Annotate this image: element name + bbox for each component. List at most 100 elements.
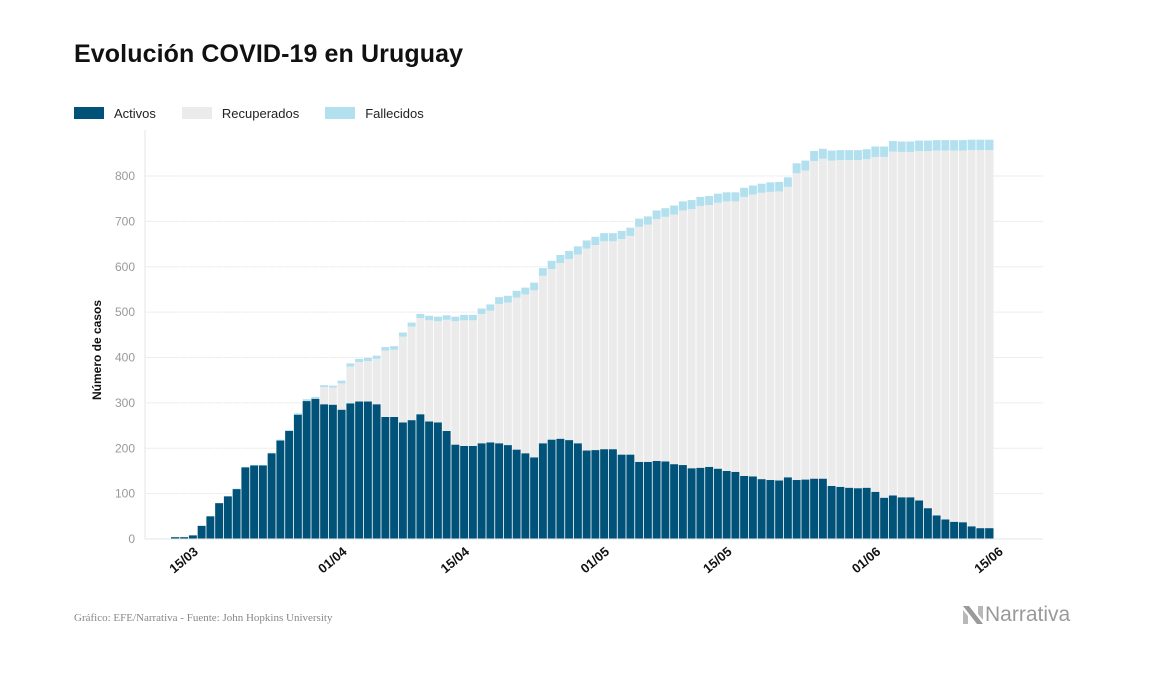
bar-activos (678, 465, 688, 539)
bar-activos (389, 416, 399, 539)
y-tick-label: 400 (115, 351, 135, 365)
y-tick-label: 600 (115, 260, 135, 274)
bar-activos (976, 528, 985, 539)
bar-fallecidos (818, 148, 828, 159)
bar-activos (809, 478, 819, 539)
bar-activos (722, 470, 731, 539)
bar-recuperados (783, 186, 793, 478)
legend-label-activos: Activos (114, 105, 156, 121)
bar-recuperados (748, 194, 758, 477)
chart-title: Evolución COVID-19 en Uruguay (74, 40, 464, 68)
bar-fallecidos (363, 357, 373, 362)
bar-fallecidos (564, 250, 574, 260)
bar-fallecidos (696, 196, 705, 206)
bar-activos (407, 420, 416, 539)
bar-recuperados (888, 151, 898, 496)
bar-recuperados (354, 362, 364, 402)
bar-recuperados (494, 303, 504, 444)
x-tick-label: 15/04 (437, 543, 472, 576)
bar-fallecidos (844, 150, 854, 161)
bar-activos (748, 476, 758, 539)
bar-recuperados (608, 241, 618, 450)
bar-activos (284, 431, 294, 539)
bar-recuperados (704, 205, 714, 467)
y-tick-label: 700 (115, 214, 135, 228)
bar-activos (337, 409, 346, 539)
bar-activos (179, 537, 189, 539)
y-tick-label: 200 (115, 441, 135, 455)
y-tick-label: 100 (115, 487, 135, 501)
bar-activos (416, 414, 425, 539)
bar-fallecidos (451, 316, 460, 322)
bar-fallecidos (512, 290, 521, 298)
bar-recuperados (643, 224, 653, 462)
bar-fallecidos (731, 192, 740, 202)
bar-recuperados (564, 259, 574, 441)
bar-recuperados (652, 219, 661, 461)
bar-fallecidos (319, 385, 329, 387)
bar-recuperados (984, 150, 994, 529)
bar-recuperados (827, 160, 836, 486)
bar-fallecidos (573, 246, 583, 255)
bar-fallecidos (792, 163, 801, 174)
bar-fallecidos (853, 150, 863, 161)
bar-fallecidos (328, 385, 338, 388)
bar-activos (783, 477, 793, 539)
bar-recuperados (871, 156, 880, 492)
bar-recuperados (556, 263, 565, 439)
bar-fallecidos (494, 297, 504, 304)
bar-fallecidos (398, 332, 408, 337)
bar-fallecidos (634, 218, 644, 227)
bar-activos (608, 449, 618, 539)
bar-activos (801, 479, 810, 539)
bar-fallecidos (958, 140, 968, 151)
source-note: Gráfico: EFE/Narrativa - Fuente: John Ho… (74, 612, 333, 624)
bar-recuperados (398, 336, 408, 423)
bar-recuperados (722, 201, 731, 471)
bar-activos (906, 497, 915, 539)
bar-activos (879, 497, 889, 539)
legend-label-recuperados: Recuperados (221, 105, 300, 121)
bar-fallecidos (949, 140, 959, 151)
bar-recuperados (774, 191, 784, 481)
bar-recuperados (538, 275, 548, 444)
bar-activos (241, 467, 250, 539)
bar-fallecidos (468, 314, 478, 321)
bar-activos (556, 438, 565, 539)
bar-activos (818, 478, 828, 539)
bar-recuperados (529, 290, 539, 458)
legend-swatch-activos (74, 107, 104, 119)
bar-recuperados (328, 387, 338, 405)
bar-activos (433, 422, 443, 539)
bar-recuperados (669, 214, 679, 465)
x-tick-label: 15/03 (166, 544, 201, 576)
bar-activos (232, 489, 241, 539)
y-tick-label: 800 (115, 169, 135, 183)
bar-recuperados (958, 150, 968, 523)
bar-recuperados (582, 248, 591, 451)
bar-recuperados (319, 386, 329, 405)
bar-fallecidos (914, 140, 924, 152)
bar-activos (442, 431, 451, 539)
bar-fallecidos (354, 358, 364, 363)
bar-recuperados (503, 302, 513, 446)
bar-activos (302, 401, 311, 539)
bar-activos (547, 439, 556, 539)
bar-activos (941, 519, 950, 539)
bar-fallecidos (941, 140, 950, 151)
bar-fallecidos (381, 347, 390, 351)
bar-recuperados (626, 235, 635, 455)
bar-activos (468, 445, 478, 539)
bar-activos (258, 465, 268, 539)
bar-activos (354, 401, 364, 539)
bar-activos (862, 487, 871, 539)
legend: Activos Recuperados Fallecidos (74, 104, 450, 122)
bar-recuperados (512, 297, 521, 450)
bar-activos (687, 468, 696, 539)
bar-fallecidos (346, 363, 355, 367)
bar-recuperados (442, 319, 451, 432)
bar-fallecidos (827, 150, 836, 161)
bar-activos (249, 465, 259, 539)
bar-fallecidos (442, 315, 451, 320)
bar-activos (626, 454, 635, 539)
